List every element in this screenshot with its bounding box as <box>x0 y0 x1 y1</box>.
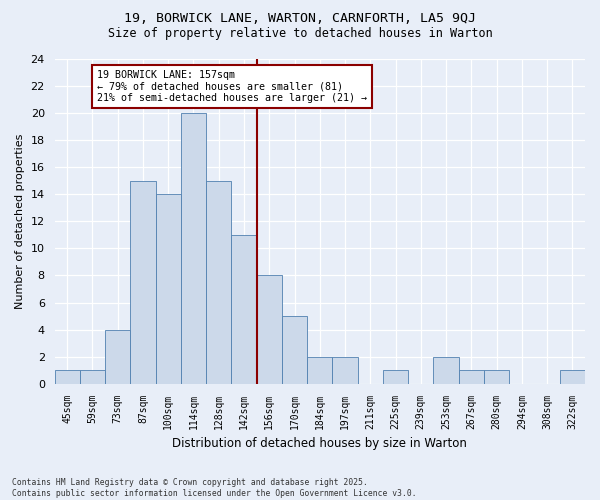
Y-axis label: Number of detached properties: Number of detached properties <box>15 134 25 309</box>
Bar <box>307 356 332 384</box>
Bar <box>458 370 484 384</box>
Text: 19 BORWICK LANE: 157sqm
← 79% of detached houses are smaller (81)
21% of semi-de: 19 BORWICK LANE: 157sqm ← 79% of detache… <box>97 70 367 103</box>
Bar <box>383 370 408 384</box>
Bar <box>181 113 206 384</box>
Bar <box>560 370 585 384</box>
Text: Size of property relative to detached houses in Warton: Size of property relative to detached ho… <box>107 28 493 40</box>
Text: Contains HM Land Registry data © Crown copyright and database right 2025.
Contai: Contains HM Land Registry data © Crown c… <box>12 478 416 498</box>
Bar <box>155 194 181 384</box>
Text: 19, BORWICK LANE, WARTON, CARNFORTH, LA5 9QJ: 19, BORWICK LANE, WARTON, CARNFORTH, LA5… <box>124 12 476 26</box>
Bar <box>332 356 358 384</box>
Bar <box>80 370 105 384</box>
Bar <box>433 356 458 384</box>
Bar <box>55 370 80 384</box>
Bar <box>232 235 257 384</box>
Bar <box>257 276 282 384</box>
Bar <box>484 370 509 384</box>
Bar <box>105 330 130 384</box>
X-axis label: Distribution of detached houses by size in Warton: Distribution of detached houses by size … <box>172 437 467 450</box>
Bar <box>282 316 307 384</box>
Bar <box>206 181 232 384</box>
Bar <box>130 181 155 384</box>
